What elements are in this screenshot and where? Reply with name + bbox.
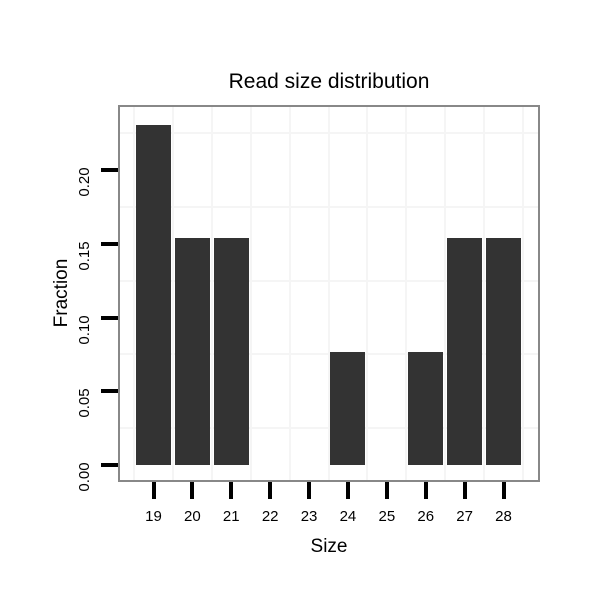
x-tick-label: 19 xyxy=(145,508,162,525)
x-axis-title: Size xyxy=(310,536,348,557)
gridlines-layer xyxy=(120,107,538,480)
bar-size-28 xyxy=(486,238,521,465)
x-tick-label: 28 xyxy=(495,508,512,525)
bar-size-21 xyxy=(213,238,249,465)
x-tick-mark xyxy=(229,482,234,499)
y-tick-mark xyxy=(101,315,118,320)
y-tick-mark xyxy=(101,241,118,246)
x-tick-mark xyxy=(268,482,273,499)
x-tick-mark xyxy=(345,482,350,499)
bar-size-27 xyxy=(447,238,483,465)
y-tick-mark xyxy=(101,389,118,394)
y-tick-label: 0.05 xyxy=(76,388,93,418)
x-tick-mark xyxy=(384,482,389,499)
x-tick-label: 26 xyxy=(417,508,435,525)
x-tick-mark xyxy=(501,482,506,499)
x-tick-label: 21 xyxy=(222,508,240,525)
gridline-vertical xyxy=(249,107,252,480)
gridline-vertical xyxy=(405,107,408,480)
y-tick-mark xyxy=(101,463,118,467)
y-tick-mark xyxy=(101,168,118,172)
gridline-vertical xyxy=(327,107,330,480)
x-tick-label: 24 xyxy=(339,508,357,525)
x-tick-label: 25 xyxy=(378,508,396,525)
gridline-vertical xyxy=(210,107,213,480)
x-tick-mark xyxy=(190,482,195,499)
x-tick-mark xyxy=(462,482,467,499)
plot-panel xyxy=(118,105,540,482)
gridline-vertical xyxy=(366,107,369,480)
gridline-vertical xyxy=(171,107,174,480)
x-tick-label: 23 xyxy=(300,508,318,525)
chart-title: Read size distribution xyxy=(228,70,430,93)
x-tick-label: 20 xyxy=(184,508,201,525)
bar-size-19 xyxy=(136,124,171,465)
x-tick-mark xyxy=(151,482,156,499)
y-tick-label: 0.00 xyxy=(76,462,93,492)
x-tick-mark xyxy=(423,482,428,499)
gridline-vertical xyxy=(483,107,486,480)
y-tick-label: 0.15 xyxy=(76,241,93,271)
bar-size-26 xyxy=(408,351,444,465)
bars-layer xyxy=(120,107,538,480)
x-tick-label: 27 xyxy=(456,508,473,525)
y-tick-label: 0.20 xyxy=(76,167,93,197)
y-axis-title: Fraction xyxy=(51,258,72,328)
gridline-vertical xyxy=(288,107,291,480)
gridline-vertical xyxy=(133,107,136,480)
x-tick-label: 22 xyxy=(261,508,279,525)
bar-size-20 xyxy=(174,238,210,465)
gridline-vertical xyxy=(521,107,524,480)
x-tick-mark xyxy=(307,482,312,499)
bar-size-24 xyxy=(330,351,366,465)
gridline-vertical xyxy=(444,107,447,480)
y-tick-label: 0.10 xyxy=(76,314,93,345)
